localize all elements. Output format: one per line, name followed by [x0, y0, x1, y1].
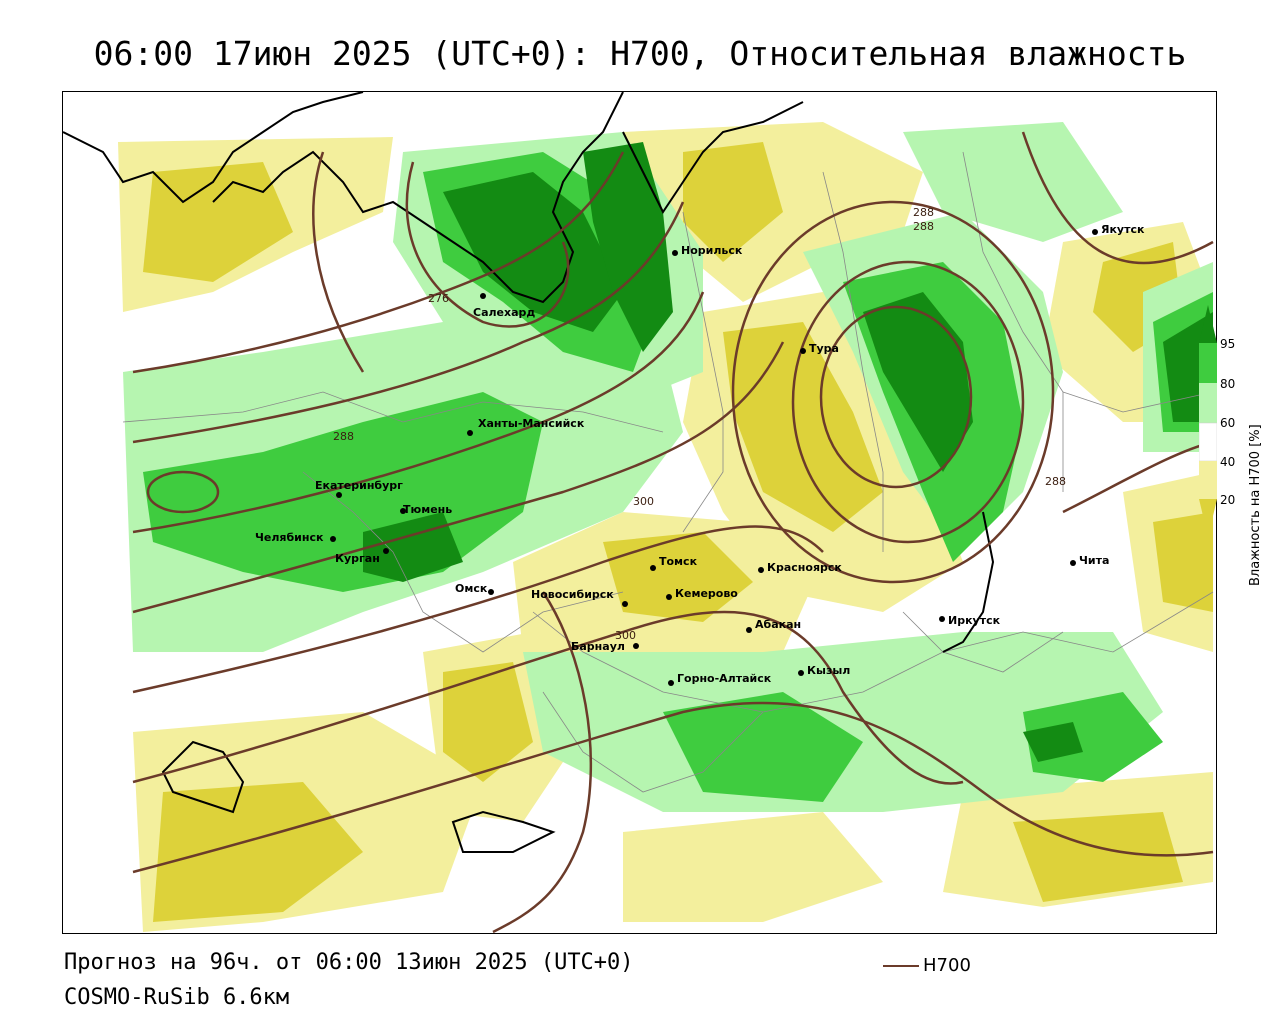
iso-label-276: 276	[428, 292, 449, 305]
city-marker	[467, 430, 473, 436]
city-yakutsk: Якутск	[1101, 223, 1145, 236]
city-marker	[666, 594, 672, 600]
iso-label-288-b: 288	[913, 220, 934, 233]
city-marker	[336, 492, 342, 498]
city-krasnoyarsk: Красноярск	[767, 561, 842, 574]
humidity-colorbar	[1199, 305, 1217, 537]
city-marker	[758, 567, 764, 573]
colorbar-band-60-80	[1199, 383, 1217, 423]
city-chita: Чита	[1079, 554, 1109, 567]
colorbar-band-80-95	[1199, 343, 1217, 383]
h700-legend-line	[883, 965, 919, 967]
coastlines	[63, 92, 995, 853]
city-marker	[622, 601, 628, 607]
city-salekhard: Салехард	[473, 306, 535, 319]
city-marker	[330, 536, 336, 542]
forecast-info: Прогноз на 96ч. от 06:00 13июн 2025 (UTC…	[64, 950, 634, 975]
city-kurgan: Курган	[335, 552, 380, 565]
map-canvas: 276 288 288 288 300 300 288 Якутск Норил…	[63, 92, 1216, 933]
page-title: 06:00 17июн 2025 (UTC+0): H700, Относите…	[93, 34, 1187, 73]
city-marker	[480, 293, 486, 299]
city-marker	[672, 250, 678, 256]
city-kyzyl: Кызыл	[807, 664, 850, 677]
city-omsk: Омск	[455, 582, 488, 595]
city-tomsk: Томск	[659, 555, 698, 568]
colorbar-band-40-60	[1199, 422, 1217, 462]
city-khanty-mansiysk: Ханты-Мансийск	[478, 417, 585, 430]
city-marker	[746, 627, 752, 633]
city-marker	[650, 565, 656, 571]
humidity-map: 276 288 288 288 300 300 288 Якутск Норил…	[62, 91, 1217, 934]
city-abakan: Абакан	[755, 618, 801, 631]
very-dry-areas	[143, 142, 1213, 922]
colorbar-band-20-40	[1199, 461, 1217, 499]
colorbar-title: Влажность на H700 [%]	[1248, 424, 1263, 586]
h700-isolines	[132, 131, 1214, 933]
city-barnaul: Барнаул	[571, 640, 625, 653]
colorbar-tick-60: 60	[1220, 416, 1236, 430]
city-marker	[400, 508, 406, 514]
colorbar-tick-95: 95	[1220, 337, 1236, 351]
city-novosibirsk: Новосибирск	[531, 588, 614, 601]
iso-label-288-c: 288	[333, 430, 354, 443]
city-marker	[383, 548, 389, 554]
city-irkutsk: Иркутск	[948, 614, 1001, 627]
iso-label-300-a: 300	[633, 495, 654, 508]
isoline-labels: 276 288 288 288 300 300 288	[333, 206, 1066, 642]
cities: Якутск Норильск Салехард Тура Ханты-Манс…	[255, 223, 1145, 686]
city-marker	[798, 670, 804, 676]
iso-label-288-a: 288	[913, 206, 934, 219]
iso-label-300-b: 300	[615, 629, 636, 642]
city-yekaterinburg: Екатеринбург	[315, 479, 403, 492]
city-kemerovo: Кемерово	[675, 587, 738, 600]
city-chelyabinsk: Челябинск	[255, 531, 324, 544]
colorbar-top-arrow	[1199, 305, 1217, 343]
city-tura: Тура	[809, 342, 839, 355]
city-gorno-altaysk: Горно-Алтайск	[677, 672, 772, 685]
city-marker	[488, 589, 494, 595]
city-norilsk: Норильск	[681, 244, 743, 257]
region-borders	[122, 151, 1214, 793]
city-tyumen: Тюмень	[403, 503, 452, 516]
colorbar-tick-40: 40	[1220, 455, 1236, 469]
city-marker	[668, 680, 674, 686]
iso-label-288-d: 288	[1045, 475, 1066, 488]
city-marker	[800, 348, 806, 354]
city-marker	[939, 616, 945, 622]
city-marker	[1070, 560, 1076, 566]
h700-legend: H700	[883, 955, 971, 976]
model-name: COSMO-RuSib 6.6км	[64, 985, 290, 1010]
h700-legend-label: H700	[923, 955, 971, 976]
colorbar-tick-80: 80	[1220, 377, 1236, 391]
city-marker	[633, 643, 639, 649]
colorbar-tick-20: 20	[1220, 493, 1236, 507]
colorbar-bottom-arrow	[1199, 499, 1217, 537]
city-marker	[1092, 229, 1098, 235]
